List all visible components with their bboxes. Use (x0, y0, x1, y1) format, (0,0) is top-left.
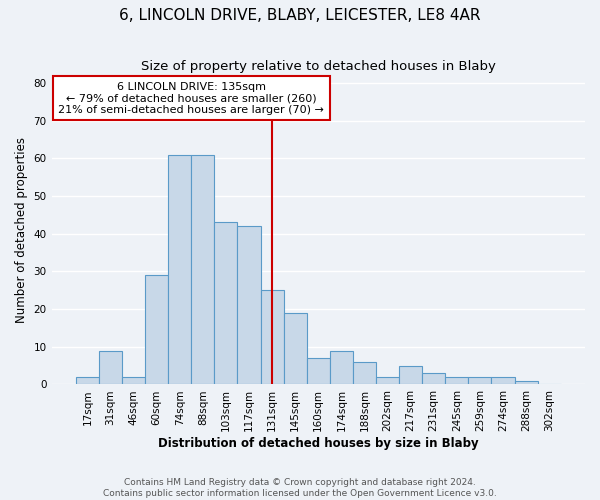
Bar (422, 373, 445, 384)
X-axis label: Distribution of detached houses by size in Blaby: Distribution of detached houses by size … (158, 437, 479, 450)
Bar (515, 380, 538, 384)
Text: Contains HM Land Registry data © Crown copyright and database right 2024.
Contai: Contains HM Land Registry data © Crown c… (103, 478, 497, 498)
Bar (491, 377, 515, 384)
Bar (238, 226, 260, 384)
Bar (145, 275, 168, 384)
Bar (76, 377, 99, 384)
Text: 6 LINCOLN DRIVE: 135sqm
← 79% of detached houses are smaller (260)
21% of semi-d: 6 LINCOLN DRIVE: 135sqm ← 79% of detache… (58, 82, 324, 115)
Bar (191, 154, 214, 384)
Bar (307, 358, 330, 384)
Bar (330, 350, 353, 384)
Bar (399, 366, 422, 384)
Bar (214, 222, 238, 384)
Bar (469, 377, 491, 384)
Bar (353, 362, 376, 384)
Bar (260, 290, 284, 384)
Y-axis label: Number of detached properties: Number of detached properties (15, 137, 28, 323)
Bar (284, 313, 307, 384)
Bar (99, 350, 122, 384)
Bar (376, 377, 399, 384)
Bar (122, 377, 145, 384)
Bar (445, 377, 469, 384)
Text: 6, LINCOLN DRIVE, BLABY, LEICESTER, LE8 4AR: 6, LINCOLN DRIVE, BLABY, LEICESTER, LE8 … (119, 8, 481, 22)
Title: Size of property relative to detached houses in Blaby: Size of property relative to detached ho… (141, 60, 496, 73)
Bar (168, 154, 191, 384)
